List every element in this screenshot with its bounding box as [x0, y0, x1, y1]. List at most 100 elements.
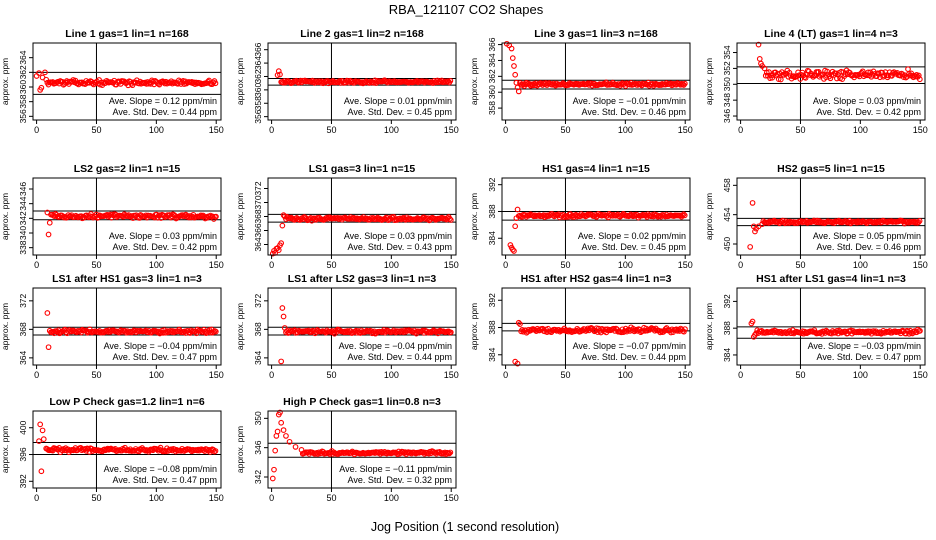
panel-title: LS1 gas=3 lin=1 n=15: [309, 163, 416, 175]
x-tick-label: 100: [384, 370, 399, 380]
panel-2: Line 2 gas=1 lin=2 n=168 approx. ppm 0 50 10…: [235, 28, 459, 135]
y-tick-label: 364: [253, 56, 263, 70]
data-points: [507, 206, 688, 254]
panel-title: LS2 gas=2 lin=1 n=15: [74, 163, 181, 175]
annotation-std-dev: Ave. Std. Dev. = 0.32 ppm: [348, 475, 452, 485]
x-tick-label: 0: [34, 493, 39, 503]
data-point: [916, 218, 923, 224]
panel-9: LS1 after HS1 gas=3 lin=1 n=3 approx. ppm…: [0, 273, 224, 380]
x-tick-label: 150: [444, 125, 459, 135]
annotation-slope: Ave. Slope = −0.01 ppm/min: [573, 96, 686, 106]
data-point: [761, 65, 768, 72]
plot-frame: [267, 410, 457, 489]
data-point: [286, 438, 293, 445]
panel-title: LS1 after LS2 gas=3 lin=1 n=3: [288, 273, 437, 285]
y-tick-label: 366: [487, 37, 497, 51]
data-point: [279, 305, 286, 311]
x-tick-label: 0: [269, 493, 274, 503]
y-tick-label: 362: [487, 69, 497, 83]
data-point: [212, 80, 219, 87]
annotation-std-dev: Ave. Std. Dev. = 0.44 ppm: [348, 352, 452, 362]
x-tick-label: 100: [384, 260, 399, 270]
data-point: [543, 213, 550, 220]
plot-frame: [32, 287, 222, 366]
plot-frame: [267, 42, 457, 121]
panel-8: HS2 gas=5 lin=1 n=15 approx. ppm 0 50 100 150…: [704, 163, 928, 270]
panel-10: LS1 after LS2 gas=3 lin=1 n=3 approx. ppm…: [235, 273, 459, 380]
x-tick-label: 50: [91, 260, 101, 270]
x-tick-label: 50: [795, 260, 805, 270]
y-axis-label: approx. ppm: [704, 58, 714, 105]
x-tick-label: 0: [269, 260, 274, 270]
data-point: [681, 212, 688, 219]
x-tick-label: 100: [149, 493, 164, 503]
x-tick-label: 50: [560, 260, 570, 270]
data-point: [446, 450, 453, 457]
plot-frame: [501, 177, 691, 256]
y-axis-label: approx. ppm: [469, 303, 479, 350]
data-point: [747, 244, 754, 250]
plot-frame: [736, 42, 926, 121]
panel-13: Low P Check gas=1.2 lin=1 n=6 approx. ppm…: [0, 396, 224, 503]
x-tick-label: 50: [91, 125, 101, 135]
plot-frame: [32, 177, 222, 256]
y-tick-label: 396: [18, 447, 28, 461]
y-tick-label: 360: [18, 80, 28, 94]
data-point: [762, 72, 769, 79]
annotation-std-dev: Ave. Std. Dev. = 0.42 ppm: [113, 242, 217, 252]
y-tick-label: 400: [18, 420, 28, 434]
panel-12: HS1 after LS1 gas=4 lin=1 n=3 approx. ppm…: [704, 273, 928, 380]
data-point: [280, 313, 287, 320]
data-point: [44, 310, 51, 316]
y-tick-label: 372: [18, 293, 28, 307]
data-point: [447, 77, 454, 84]
y-axis-label: approx. ppm: [704, 303, 714, 350]
figure-xlabel: Jog Position (1 second resolution): [371, 520, 559, 534]
y-tick-label: 368: [253, 209, 263, 223]
x-tick-label: 50: [326, 493, 336, 503]
data-points: [755, 41, 923, 83]
x-tick-label: 100: [618, 260, 633, 270]
y-tick-label: 340: [18, 226, 28, 240]
data-point: [292, 444, 299, 450]
x-tick-label: 100: [618, 370, 633, 380]
data-point: [38, 468, 45, 475]
data-point: [145, 80, 152, 87]
data-point: [43, 76, 50, 83]
x-tick-label: 0: [503, 125, 508, 135]
panel-title: Line 1 gas=1 lin=1 n=168: [65, 28, 189, 40]
x-tick-label: 0: [34, 370, 39, 380]
y-tick-label: 356: [253, 109, 263, 123]
y-tick-label: 350: [722, 77, 732, 91]
data-point: [514, 360, 521, 367]
y-tick-label: 392: [18, 474, 28, 488]
data-point: [512, 223, 519, 230]
x-tick-label: 150: [913, 260, 928, 270]
annotation-slope: Ave. Slope = −0.08 ppm/min: [104, 464, 217, 474]
data-point: [283, 433, 289, 439]
panel-title: HS1 after HS2 gas=4 lin=1 n=3: [521, 273, 672, 285]
annotation-slope: Ave. Slope = 0.12 ppm/min: [109, 96, 217, 106]
data-point: [274, 428, 281, 435]
x-tick-label: 50: [795, 125, 805, 135]
annotation-slope: Ave. Slope = −0.07 ppm/min: [573, 341, 686, 351]
y-tick-label: 388: [487, 204, 497, 218]
annotation-std-dev: Ave. Std. Dev. = 0.45 ppm: [582, 242, 686, 252]
x-tick-label: 50: [560, 370, 570, 380]
data-point: [269, 250, 276, 257]
x-tick-label: 150: [209, 370, 224, 380]
data-point: [786, 69, 793, 76]
x-tick-label: 50: [326, 370, 336, 380]
data-point: [446, 215, 453, 222]
data-point: [213, 328, 219, 335]
y-axis-label: approx. ppm: [235, 426, 245, 473]
data-point: [681, 328, 687, 335]
data-point: [277, 409, 283, 416]
panel-title: HS1 after LS1 gas=4 lin=1 n=3: [756, 273, 906, 285]
y-tick-label: 344: [18, 196, 28, 210]
data-point: [682, 326, 688, 332]
data-point: [42, 69, 48, 76]
panel-14: High P Check gas=1 lin=0.8 n=3 approx. pp…: [235, 396, 459, 503]
annotation-std-dev: Ave. Std. Dev. = 0.47 ppm: [113, 352, 217, 362]
y-tick-label: 384: [722, 348, 732, 362]
